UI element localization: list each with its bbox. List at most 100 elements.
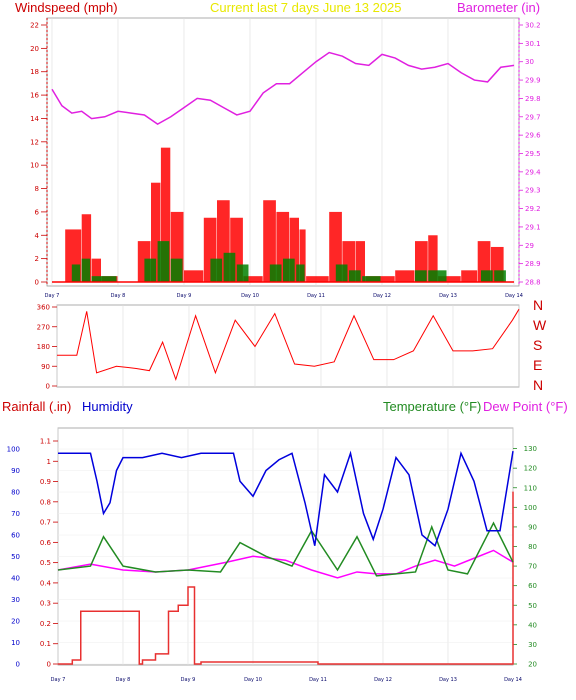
windspeed-avg-bar [170,258,183,282]
humidity-tick-label: 60 [11,532,20,540]
windspeed-peak-bar [263,200,276,282]
humidity-tick-label: 100 [7,446,20,454]
barometer-tick-label: 29 [525,242,534,250]
barometer-tick-label: 30.1 [525,40,541,48]
windspeed-avg-bar [210,258,223,282]
wind-baro-x-tick-label: Day 8 [111,293,126,299]
windspeed-peak-bar [184,270,204,282]
windspeed-peak-bar [428,235,438,282]
wind-baro-x-tick-label: Day 12 [373,293,391,299]
windspeed-peak-bar [299,229,306,282]
barometer-tick-label: 29.5 [525,150,541,158]
rainfall-tick-label: 1 [47,458,51,466]
temperature-tick-label: 70 [528,563,537,571]
humidity-tick-label: 80 [11,489,20,497]
temperature-tick-label: 50 [528,602,537,610]
rainfall-line [58,491,514,665]
humidity-ticks: 0 10 20 30 40 50 60 70 80 90 100 [7,446,20,669]
temp-humidity-x-tick-label: Day 13 [439,677,457,683]
temp-humidity-x-tick-label: Day 7 [51,677,66,683]
windspeed-avg-bar [349,270,361,282]
barometer-tick-label: 28.9 [525,260,541,268]
temperature-tick-label: 90 [528,523,537,531]
compass-label: N [533,297,543,313]
temperature-tick-label: 130 [524,445,537,453]
compass-label: W [533,317,547,333]
windspeed-tick-label: 18 [30,68,39,76]
windspeed-tick-label: 14 [30,115,39,123]
humidity-line [58,450,514,548]
compass-label: N [533,377,543,393]
temperature-axis-title: Temperature (°F) [383,399,481,414]
temp-humidity-x-tick-label: Day 12 [374,677,392,683]
barometer-tick-label: 29.8 [525,95,541,103]
windspeed-peak-bar [151,182,161,282]
temp-humidity-series [57,450,514,665]
windspeed-ticks: 0 2 4 6 8 10 12 14 16 18 20 22 [30,22,47,287]
wind-baro-x-tick-label: Day 10 [241,293,259,299]
humidity-tick-label: 90 [11,467,20,475]
wind-baro-x-tick-label: Day 13 [439,293,457,299]
barometer-tick-label: 29.1 [525,223,541,231]
dewpoint-axis-title: Dew Point (°F) [483,399,568,414]
barometer-tick-label: 30.2 [525,22,541,30]
windspeed-tick-label: 0 [35,279,39,287]
windspeed-peak-bar [395,270,415,282]
wind-direction-tick-label: 360 [37,304,50,312]
humidity-tick-label: 50 [11,553,20,561]
windspeed-peak-bar [243,276,263,282]
windspeed-avg-bar [223,252,236,282]
windspeed-tick-label: 8 [35,185,39,193]
temp-humidity-x-tick-label: Day 8 [116,677,131,683]
temperature-tick-label: 30 [528,641,537,649]
windspeed-avg-bar [91,276,117,282]
temp-humidity-plot-area [57,427,514,666]
barometer-tick-label: 29.6 [525,132,541,140]
rainfall-tick-label: 0.7 [40,519,51,527]
windspeed-avg-bar [144,258,157,282]
windspeed-tick-label: 2 [35,255,39,263]
humidity-tick-label: 10 [11,639,20,647]
windspeed-peak-bar [160,147,171,282]
wind-baro-x-ticks: Day 7 Day 8 Day 9 Day 10 Day 11 Day 12 Day 13 D… [45,293,523,299]
wind-direction-tick-label: 180 [37,343,50,351]
windspeed-peak-bar [306,276,329,282]
windspeed-avg-bar [81,258,91,282]
windspeed-peak-bar [438,276,461,282]
windspeed-peak-bar [461,270,478,282]
temp-humidity-x-ticks: Day 7 Day 8 Day 9 Day 10 Day 11 Day 12 Day 13 D… [51,677,522,683]
windspeed-avg-bar [428,270,447,282]
temperature-tick-label: 60 [528,582,537,590]
windspeed-peak-bar [355,241,365,282]
barometer-tick-label: 30 [525,58,534,66]
barometer-line [51,51,515,126]
windspeed-tick-label: 12 [30,138,39,146]
humidity-tick-label: 30 [11,596,20,604]
barometer-tick-label: 29.9 [525,77,541,85]
temp-humidity-x-tick-label: Day 9 [181,677,196,683]
wind-direction-series [57,308,520,382]
temp-humidity-x-tick-label: Day 11 [309,677,327,683]
windspeed-avg-bar [269,264,282,282]
windspeed-tick-label: 20 [30,45,39,53]
windspeed-avg-bar [494,270,506,282]
windspeed-avg-bar [236,264,249,282]
humidity-tick-label: 70 [11,510,20,518]
windspeed-avg-bar [335,264,348,282]
temperature-ticks: 20 30 40 50 60 70 80 90 100 110 120 130 [513,445,537,669]
wind-baro-series [51,51,515,126]
compass-label: E [533,357,542,373]
windspeed-avg-bar [283,258,295,282]
windspeed-avg-bar [296,264,305,282]
barometer-tick-label: 29.3 [525,187,541,195]
wind-direction-tick-label: 0 [46,383,50,391]
chart-title: Current last 7 days June 13 2025 [210,0,402,15]
barometer-ticks: 28.8 28.9 29 29.1 29.2 29.3 29.4 29.5 29.6 29.7 29… [519,22,541,287]
barometer-tick-label: 29.4 [525,168,541,176]
wind-baro-x-tick-label: Day 11 [307,293,325,299]
wind-baro-x-tick-label: Day 9 [177,293,192,299]
wind-direction-ticks: 0 90 180 270 360 [37,304,57,391]
